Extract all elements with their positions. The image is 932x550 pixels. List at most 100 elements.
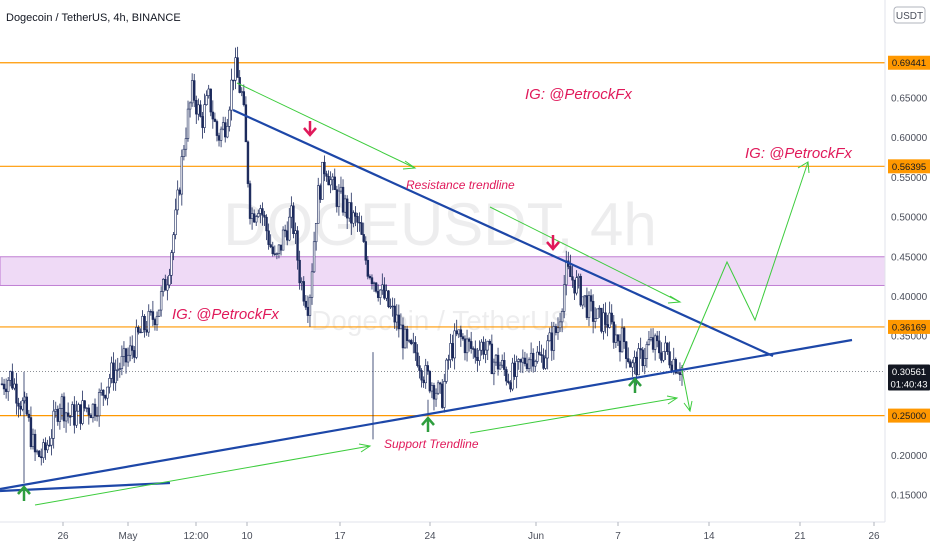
candle-body [589, 295, 593, 302]
candle-body [155, 315, 159, 326]
candle-body [335, 189, 339, 207]
horizontal-levels [0, 62, 885, 417]
arrowhead [797, 161, 810, 174]
candle-body [331, 176, 334, 181]
candle-body [426, 365, 429, 372]
candle-body [627, 358, 630, 363]
candle-body [478, 349, 481, 361]
candle-body [46, 444, 49, 451]
support-trendline[interactable] [0, 338, 853, 491]
candle-body [496, 354, 500, 370]
candle-body [314, 223, 318, 243]
candle-body [515, 361, 518, 377]
candle-body [265, 216, 268, 232]
price-tick-label: 0.20000 [891, 451, 928, 462]
arrowhead [666, 395, 679, 405]
candle-body [112, 362, 115, 384]
candle-body [354, 212, 357, 217]
candle-body [653, 335, 657, 350]
candle-body [403, 328, 407, 349]
candle-body [366, 259, 370, 277]
candle-body [362, 234, 365, 242]
candle-body [598, 307, 601, 310]
candle-body [162, 279, 165, 292]
candle-body [201, 116, 204, 128]
candle-body [600, 307, 603, 332]
candle-body [476, 356, 479, 361]
candle-body [631, 362, 634, 368]
candle-body [114, 370, 117, 384]
candle-body [64, 412, 68, 422]
candle-body [376, 291, 380, 298]
candle-body [399, 324, 403, 330]
time-tick-label: 7 [615, 531, 621, 542]
candle-body [141, 316, 144, 333]
candle-body [207, 88, 210, 96]
candle-body [95, 415, 99, 417]
candle-body [190, 80, 194, 104]
candle-body [664, 342, 667, 352]
candle-body [126, 354, 130, 363]
candle-body [203, 104, 206, 128]
time-tick-label: 17 [334, 531, 346, 542]
candle-body [556, 327, 560, 333]
candle-body [447, 359, 450, 361]
candle-body [379, 289, 382, 298]
candle-body [503, 360, 506, 370]
candle-body [405, 328, 409, 341]
price-axis-panel[interactable] [885, 0, 932, 550]
candle-body [300, 281, 303, 284]
candle-body [562, 284, 566, 312]
current-price-value: 0.30561 [892, 367, 926, 378]
candle-body [596, 308, 599, 319]
candle-body [323, 161, 326, 175]
candle-body [145, 329, 148, 333]
candle-body [560, 311, 564, 323]
candle-body [420, 370, 423, 381]
candle-body [292, 205, 295, 235]
candle-body [29, 417, 33, 448]
candle-body [199, 104, 202, 117]
candle-body [255, 216, 258, 223]
candle-body [651, 337, 655, 350]
candle-body [387, 290, 390, 307]
candle-body [571, 276, 574, 281]
candle-body [565, 260, 568, 286]
candle-body [424, 365, 427, 384]
price-level-value: 0.56395 [892, 162, 926, 173]
candle-body [221, 122, 225, 130]
candle-body [9, 371, 12, 381]
candle-body [457, 329, 460, 335]
candle-body [674, 359, 677, 374]
price-tick-label: 0.40000 [891, 292, 928, 303]
candle-body [2, 383, 6, 390]
time-tick-label: 10 [241, 531, 253, 542]
candle-body [188, 102, 192, 110]
candle-body [286, 230, 289, 241]
candle-body [552, 326, 556, 351]
candle-body [672, 359, 675, 372]
candle-body [534, 361, 537, 367]
candle-body [469, 341, 473, 349]
candle-body [174, 209, 177, 236]
candle-body [412, 342, 415, 345]
resistance-trendline[interactable] [232, 108, 774, 358]
support-label: Support Trendline [384, 437, 479, 451]
candle-body [658, 340, 661, 354]
candle-body [616, 334, 620, 342]
candle-body [329, 179, 332, 186]
price-level-badge [888, 159, 930, 174]
currency-badge[interactable] [893, 6, 926, 24]
resistance-label: Resistance trendline [406, 178, 515, 192]
candle-body [195, 100, 198, 115]
candle-body [647, 339, 651, 345]
level-badges: 0.69441 0.56395 0.36169 0.25000 [888, 55, 930, 423]
base-trendline[interactable] [0, 481, 171, 493]
candle-body [319, 185, 322, 200]
candle-body [116, 369, 119, 371]
candle-body [544, 357, 547, 369]
candle-body [550, 332, 553, 351]
time-axis-panel[interactable] [0, 522, 932, 550]
